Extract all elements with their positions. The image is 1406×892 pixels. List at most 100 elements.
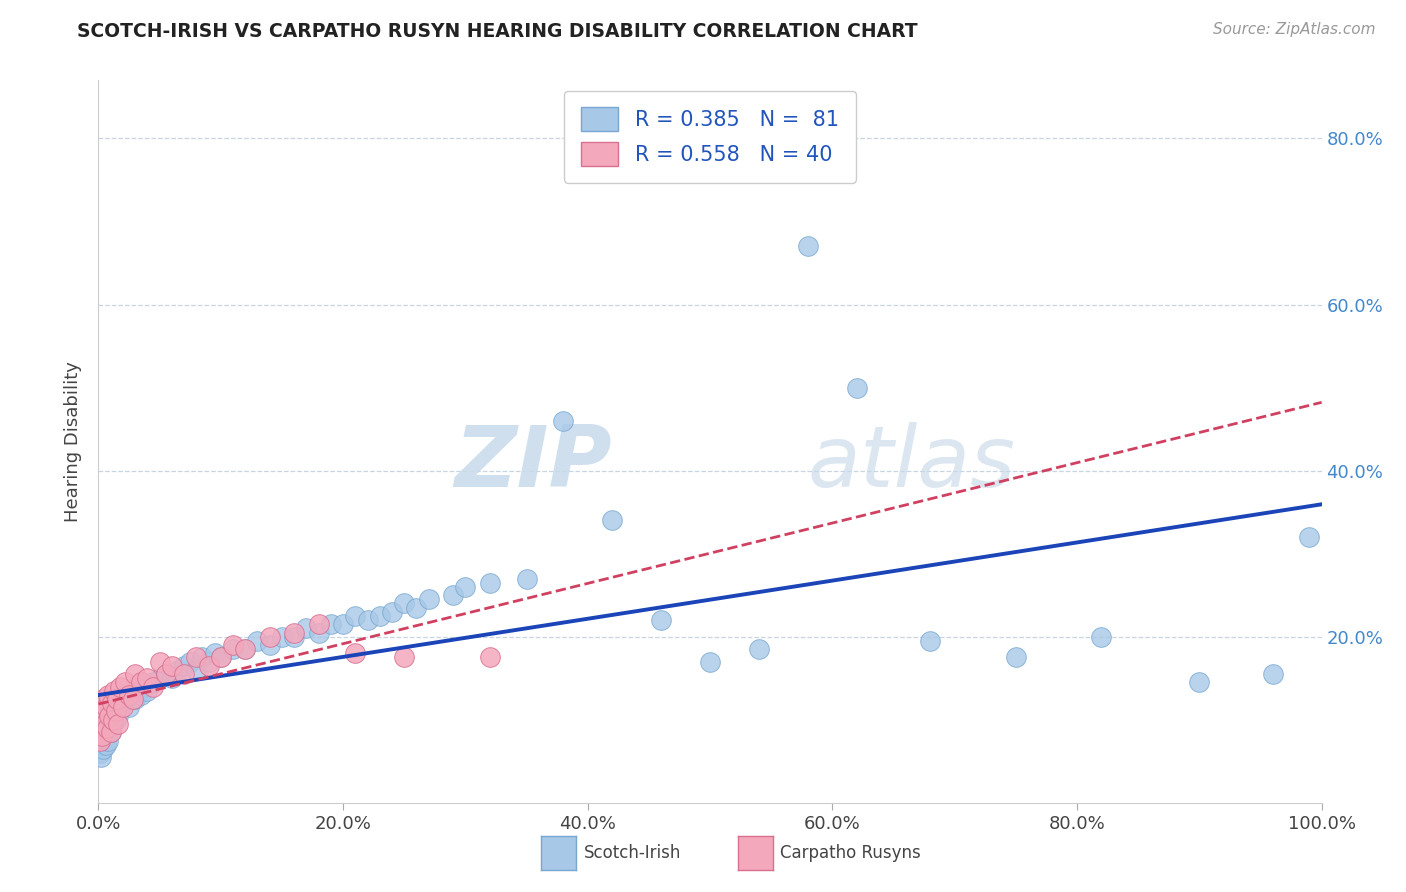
Point: [186, 650, 208, 665]
Point: [233, 642, 256, 657]
Point: [209, 650, 232, 665]
Point: [111, 700, 134, 714]
Point: [101, 705, 124, 719]
Point: [90, 730, 112, 744]
Point: [1090, 630, 1112, 644]
Point: [699, 655, 721, 669]
Point: [101, 717, 124, 731]
Point: [98, 708, 121, 723]
Point: [134, 680, 156, 694]
Point: [283, 625, 305, 640]
Point: [98, 708, 121, 723]
Point: [94, 730, 117, 744]
Point: [96, 725, 118, 739]
Point: [111, 696, 134, 710]
Point: [155, 667, 177, 681]
Point: [222, 638, 245, 652]
Point: [91, 730, 114, 744]
Point: [121, 692, 143, 706]
Point: [98, 717, 121, 731]
Point: [160, 658, 183, 673]
Point: [478, 650, 501, 665]
Point: [114, 675, 136, 690]
Point: [1298, 530, 1320, 544]
Point: [118, 700, 141, 714]
Point: [100, 725, 122, 739]
Point: [114, 692, 136, 706]
Point: [128, 683, 150, 698]
Text: Carpatho Rusyns: Carpatho Rusyns: [780, 844, 921, 862]
Point: [142, 680, 165, 694]
Point: [110, 700, 132, 714]
Point: [650, 613, 672, 627]
Point: [93, 717, 115, 731]
Point: [797, 239, 820, 253]
Point: [418, 592, 440, 607]
Point: [441, 588, 464, 602]
Point: [259, 638, 281, 652]
Point: [173, 658, 195, 673]
Point: [103, 683, 125, 698]
Point: [129, 688, 152, 702]
Point: [600, 513, 623, 527]
Point: [319, 617, 342, 632]
Point: [110, 680, 132, 694]
Point: [186, 663, 208, 677]
Point: [160, 671, 183, 685]
Point: [405, 600, 427, 615]
Point: [93, 717, 115, 731]
Point: [748, 642, 770, 657]
Point: [124, 667, 146, 681]
Point: [107, 717, 129, 731]
Point: [308, 617, 330, 632]
Point: [1188, 675, 1211, 690]
Point: [121, 688, 143, 702]
Point: [129, 675, 152, 690]
Point: [96, 713, 118, 727]
Point: [191, 650, 214, 665]
Point: [91, 741, 114, 756]
Point: [1004, 650, 1026, 665]
Point: [478, 575, 501, 590]
Text: Source: ZipAtlas.com: Source: ZipAtlas.com: [1212, 22, 1375, 37]
Point: [97, 688, 120, 702]
Point: [515, 572, 537, 586]
Point: [136, 683, 159, 698]
Point: [104, 713, 127, 727]
Point: [332, 617, 354, 632]
Point: [103, 696, 125, 710]
Point: [90, 750, 112, 764]
Point: [142, 675, 165, 690]
Text: SCOTCH-IRISH VS CARPATHO RUSYN HEARING DISABILITY CORRELATION CHART: SCOTCH-IRISH VS CARPATHO RUSYN HEARING D…: [77, 22, 918, 41]
Point: [553, 414, 575, 428]
Point: [392, 650, 416, 665]
Point: [89, 746, 111, 760]
Point: [920, 633, 942, 648]
Point: [93, 733, 115, 747]
Point: [91, 725, 114, 739]
Point: [91, 721, 114, 735]
Point: [97, 733, 120, 747]
Point: [1261, 667, 1284, 681]
Point: [295, 621, 318, 635]
Point: [94, 738, 117, 752]
Point: [283, 630, 305, 644]
Point: [233, 642, 256, 657]
Point: [124, 692, 146, 706]
Point: [91, 738, 114, 752]
Y-axis label: Hearing Disability: Hearing Disability: [65, 361, 83, 522]
Text: Scotch-Irish: Scotch-Irish: [583, 844, 681, 862]
Point: [89, 733, 111, 747]
Point: [101, 696, 124, 710]
Point: [270, 630, 294, 644]
Point: [381, 605, 404, 619]
Point: [356, 613, 378, 627]
Point: [197, 658, 219, 673]
Point: [94, 700, 117, 714]
Point: [368, 609, 391, 624]
Point: [118, 688, 141, 702]
Point: [344, 646, 367, 660]
Point: [259, 630, 281, 644]
Point: [107, 708, 129, 723]
Point: [454, 580, 477, 594]
